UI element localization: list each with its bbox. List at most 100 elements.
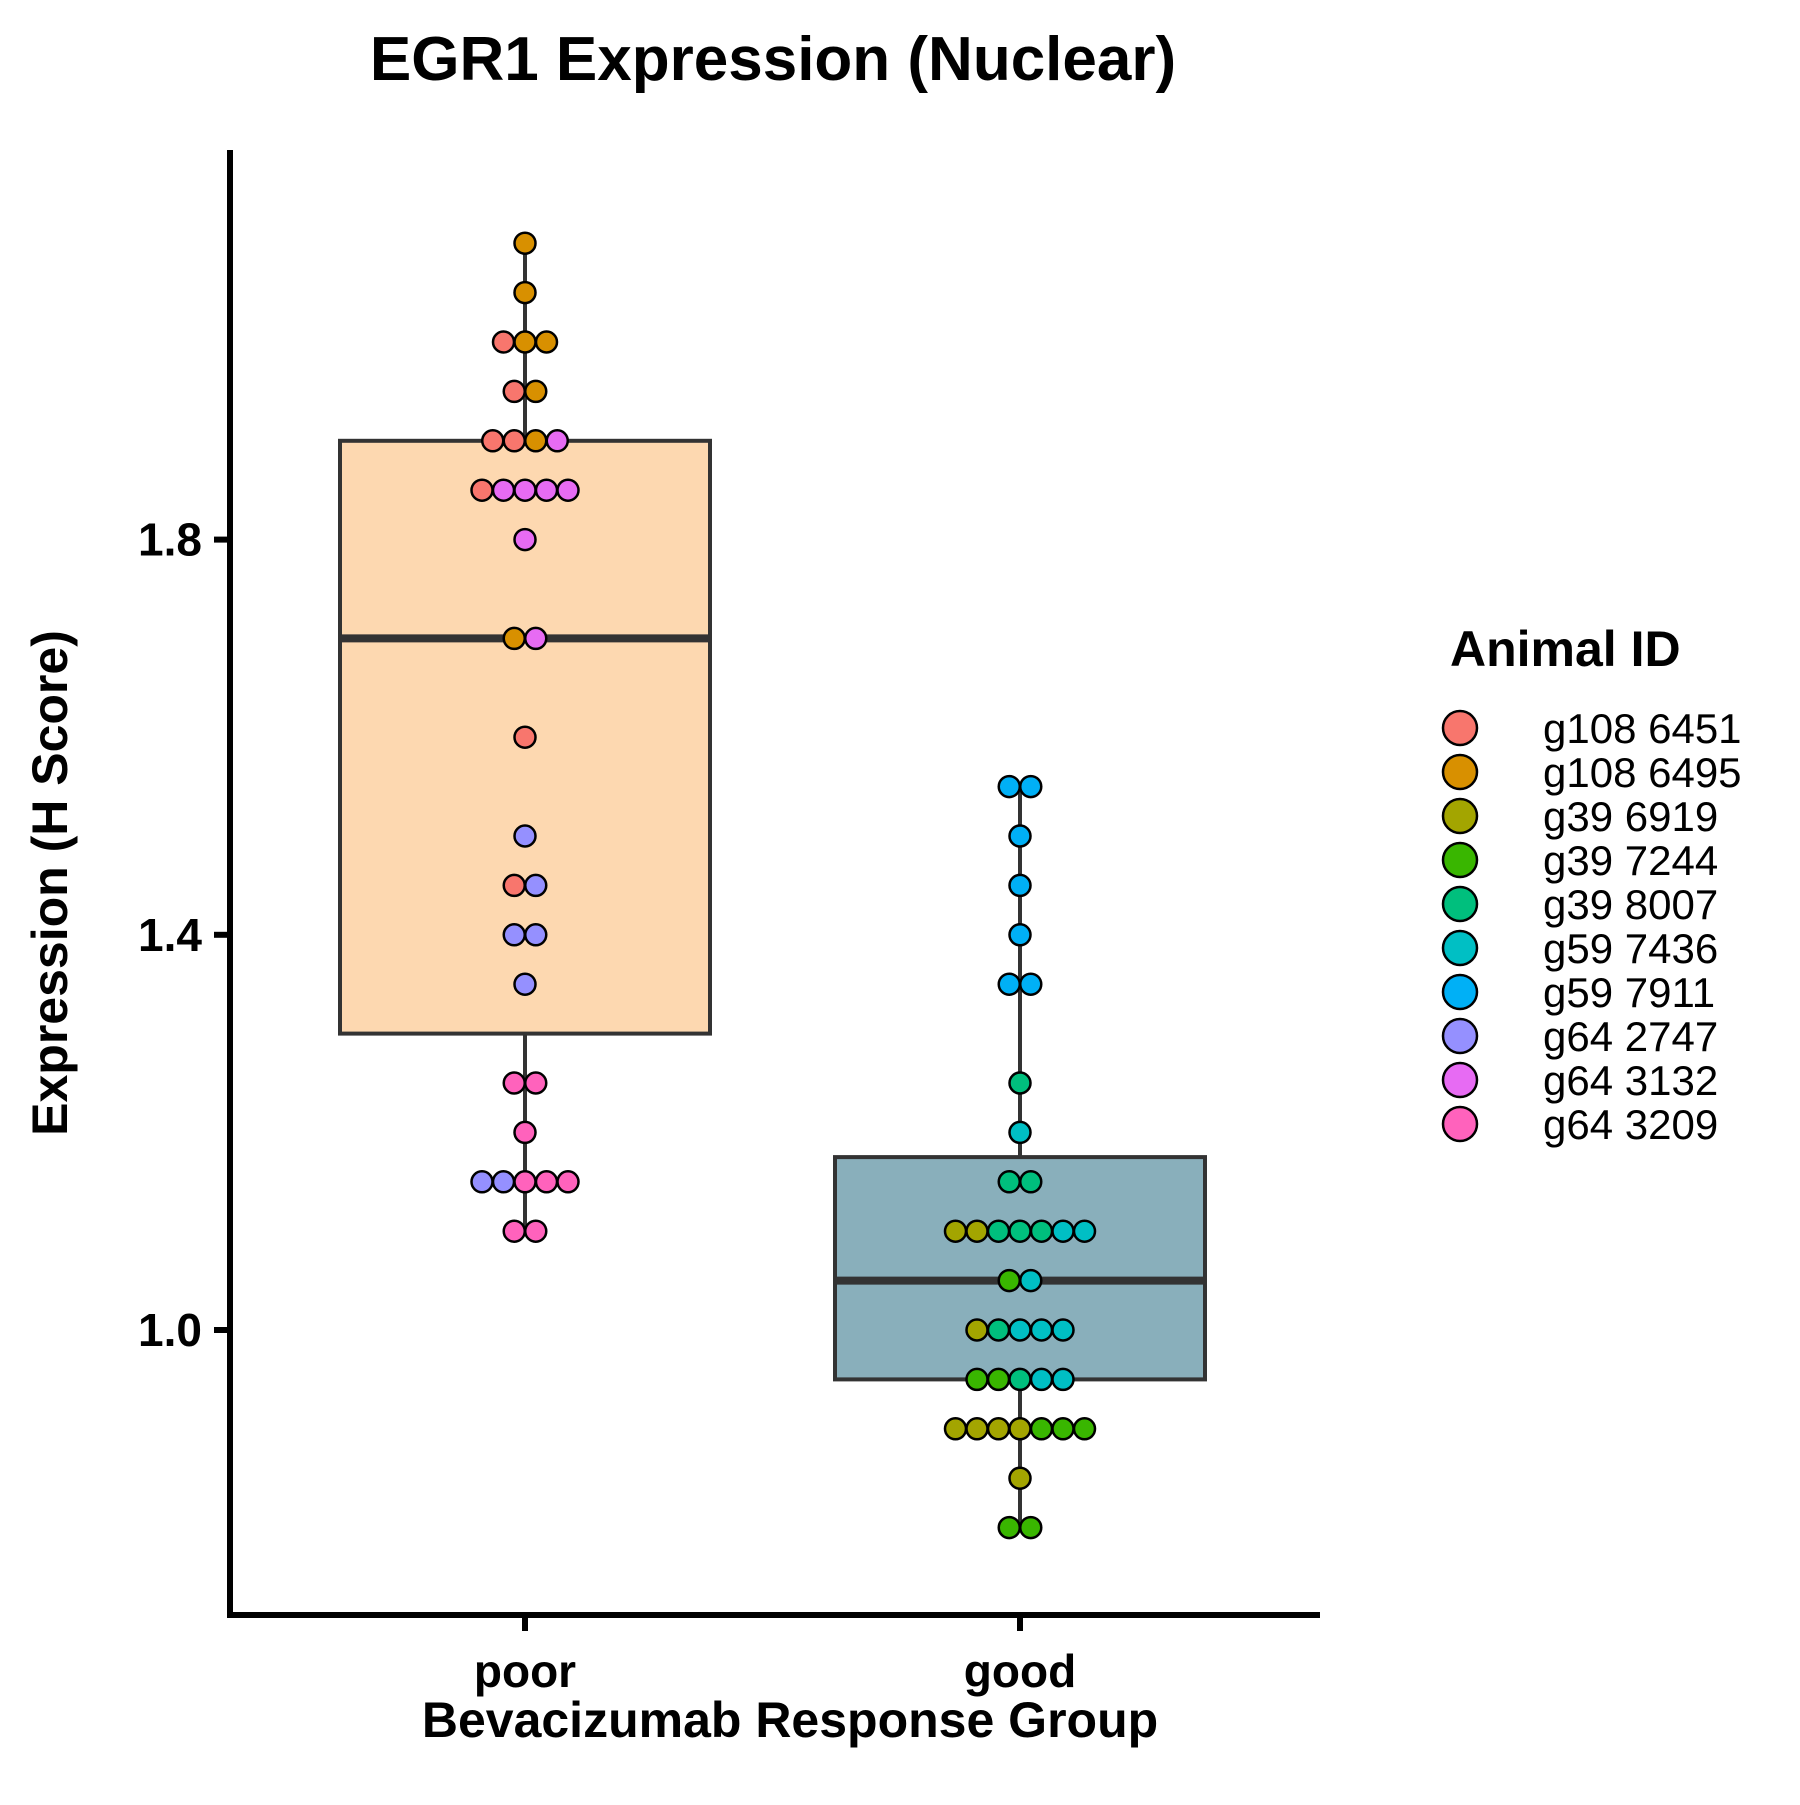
legend-swatch: [1441, 1017, 1479, 1055]
data-point: [513, 1120, 537, 1145]
data-point: [986, 1219, 1011, 1243]
legend-label: g108 6495: [1543, 749, 1742, 796]
data-point: [965, 1318, 989, 1342]
legend-label: g39 7244: [1543, 837, 1718, 884]
data-point: [997, 1170, 1021, 1194]
data-point: [513, 725, 537, 749]
data-point: [502, 379, 526, 404]
legend-label: g39 8007: [1543, 881, 1718, 928]
data-point: [1019, 774, 1043, 799]
legend-title: Animal ID: [1450, 621, 1681, 677]
x-axis-title: Bevacizumab Response Group: [422, 1692, 1158, 1748]
data-point: [1008, 1417, 1032, 1441]
data-point: [1019, 1170, 1043, 1194]
legend-label: g64 2747: [1543, 1013, 1718, 1060]
data-point: [1008, 1367, 1032, 1392]
data-point: [1051, 1367, 1075, 1392]
data-point: [965, 1219, 989, 1243]
data-point: [491, 478, 516, 502]
data-point: [502, 923, 526, 947]
legend-swatch: [1441, 885, 1479, 923]
data-point: [524, 626, 548, 651]
legend-swatch: [1441, 709, 1479, 747]
data-point: [513, 972, 537, 996]
data-point: [524, 429, 548, 453]
legend-label: g64 3209: [1543, 1101, 1718, 1148]
y-tick-label: 1.8: [138, 514, 202, 566]
data-point: [1008, 824, 1032, 848]
data-point: [997, 972, 1021, 996]
data-point: [997, 1515, 1021, 1540]
data-point: [986, 1417, 1011, 1441]
data-point: [965, 1367, 989, 1392]
data-point: [513, 1170, 537, 1194]
data-point: [481, 429, 505, 453]
legend-swatch: [1441, 929, 1479, 967]
legend-swatch: [1441, 753, 1479, 791]
data-point: [997, 774, 1021, 799]
legend-label: g39 6919: [1543, 793, 1718, 840]
legend-label: g64 3132: [1543, 1057, 1718, 1104]
y-axis-title: Expression (H Score): [22, 630, 78, 1136]
data-point: [1019, 1268, 1043, 1293]
data-point: [1029, 1219, 1054, 1243]
data-point: [534, 330, 559, 354]
data-point: [513, 824, 537, 848]
legend-swatch: [1441, 841, 1479, 879]
legend-swatch: [1441, 1061, 1479, 1099]
box-good: [833, 1155, 1207, 1382]
legend-swatch: [1441, 1105, 1479, 1143]
data-point: [1072, 1219, 1097, 1243]
data-point: [513, 231, 537, 255]
data-point: [943, 1417, 968, 1441]
x-tick-label: good: [964, 1645, 1076, 1697]
legend-label: g108 6451: [1543, 705, 1742, 752]
data-point: [1051, 1417, 1075, 1441]
chart-title: EGR1 Expression (Nuclear): [370, 25, 1176, 94]
legend-label: g59 7436: [1543, 925, 1718, 972]
data-point: [502, 873, 526, 898]
data-point: [1008, 873, 1032, 898]
data-point: [491, 330, 516, 354]
legend-swatch: [1441, 973, 1479, 1011]
data-point: [470, 478, 494, 502]
data-point: [986, 1318, 1011, 1342]
data-point: [986, 1367, 1011, 1392]
y-tick-label: 1.4: [138, 909, 202, 961]
data-point: [502, 1071, 526, 1095]
data-point: [513, 527, 537, 552]
plot-area: 1.0 1.4 1.8 poor good: [138, 150, 1320, 1697]
x-tick-label: poor: [474, 1645, 576, 1697]
data-point: [470, 1170, 494, 1194]
data-point: [513, 280, 537, 305]
data-point: [524, 1071, 548, 1095]
data-point: [524, 379, 548, 404]
data-point: [502, 626, 526, 651]
data-point: [1008, 1318, 1032, 1342]
data-point: [534, 1170, 559, 1194]
legend-label: g59 7911: [1543, 969, 1715, 1016]
data-point: [1029, 1367, 1054, 1392]
data-point: [943, 1219, 968, 1243]
data-point: [997, 1268, 1021, 1293]
data-point: [1008, 1219, 1032, 1243]
data-point: [524, 873, 548, 898]
data-point: [1051, 1219, 1075, 1243]
data-point: [545, 429, 569, 453]
legend-swatch: [1441, 797, 1479, 835]
data-point: [1008, 1120, 1032, 1145]
data-point: [1019, 972, 1043, 996]
data-point: [1072, 1417, 1097, 1441]
data-point: [502, 429, 526, 453]
data-point: [556, 1170, 580, 1194]
data-point: [1029, 1417, 1054, 1441]
data-point: [524, 1219, 548, 1243]
data-point: [1008, 1466, 1032, 1490]
data-point: [1019, 1515, 1043, 1540]
data-point: [1008, 923, 1032, 947]
data-point: [1029, 1318, 1054, 1342]
data-point: [491, 1170, 516, 1194]
